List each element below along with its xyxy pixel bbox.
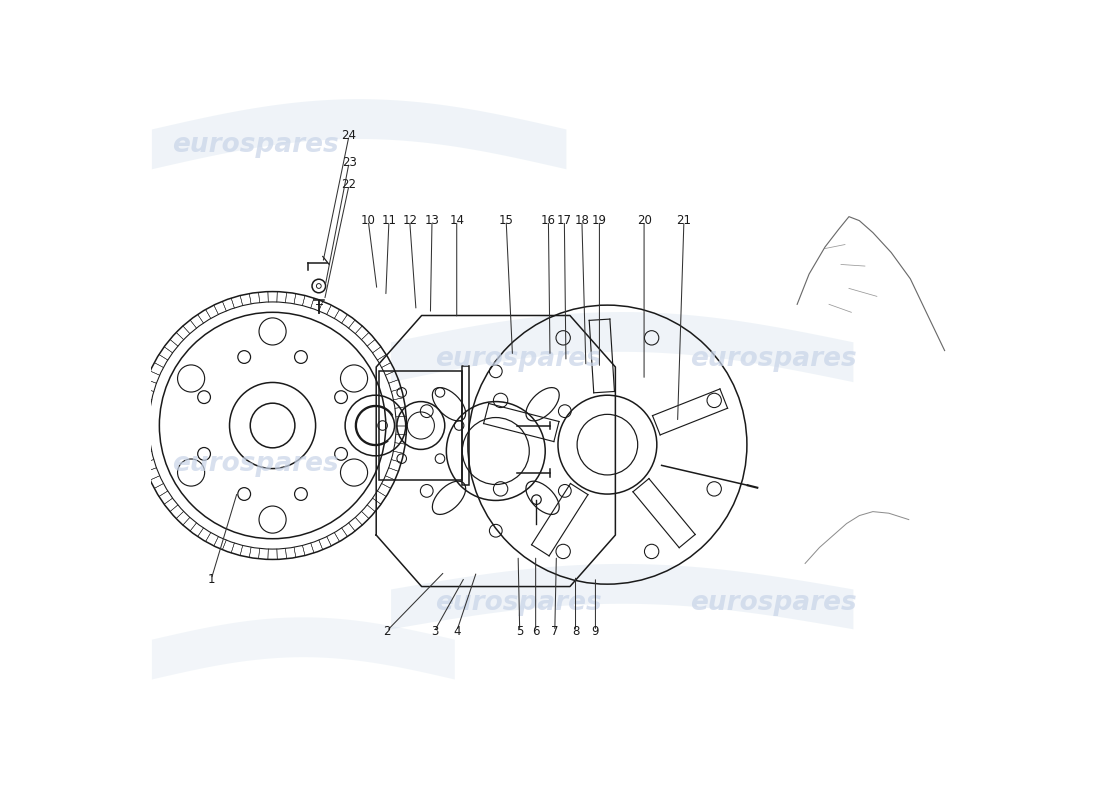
Text: eurospares: eurospares [172,132,339,158]
Text: 8: 8 [572,625,580,638]
Text: 18: 18 [574,214,590,227]
Text: eurospares: eurospares [690,590,857,616]
Bar [462,366,470,486]
Text: 13: 13 [425,214,439,227]
Text: 3: 3 [431,625,438,638]
Text: 12: 12 [403,214,417,227]
Text: 5: 5 [516,625,524,638]
Text: 2: 2 [383,625,390,638]
Text: 23: 23 [342,156,356,169]
Text: eurospares: eurospares [172,450,339,477]
Bar [379,371,462,480]
Text: 4: 4 [453,625,461,638]
Text: 14: 14 [449,214,464,227]
Text: 17: 17 [557,214,572,227]
Text: 24: 24 [342,129,356,142]
Text: 6: 6 [532,625,539,638]
Text: 1: 1 [208,573,214,586]
Text: 21: 21 [676,214,692,227]
Text: 19: 19 [592,214,607,227]
Text: 9: 9 [592,625,600,638]
Text: 15: 15 [498,214,514,227]
Text: 22: 22 [342,178,356,191]
Text: 10: 10 [361,214,376,227]
Text: 7: 7 [551,625,559,638]
Text: 16: 16 [541,214,556,227]
Text: 20: 20 [637,214,651,227]
Text: eurospares: eurospares [434,590,602,616]
Text: eurospares: eurospares [434,346,602,371]
Text: eurospares: eurospares [690,346,857,371]
Text: 11: 11 [382,214,396,227]
